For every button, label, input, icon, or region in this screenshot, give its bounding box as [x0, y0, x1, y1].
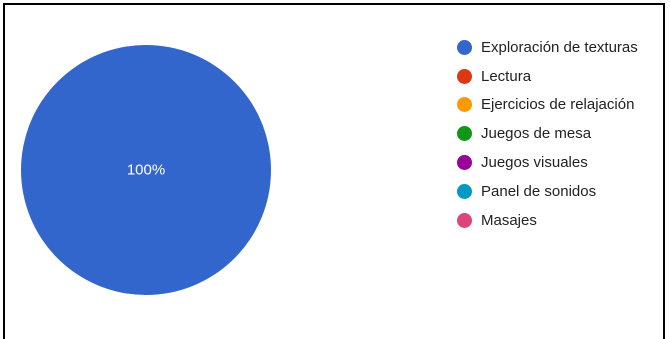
legend-item-5: Panel de sonidos	[457, 177, 638, 206]
legend-swatch	[457, 68, 472, 84]
legend-item-0: Exploración de texturas	[457, 33, 638, 62]
legend-swatch	[457, 97, 472, 113]
legend-item-3: Juegos de mesa	[457, 119, 638, 148]
legend-label: Ejercicios de relajación	[481, 96, 635, 114]
legend-swatch	[457, 155, 472, 171]
legend-item-6: Masajes	[457, 206, 638, 235]
pie-slices	[21, 45, 271, 295]
legend-item-1: Lectura	[457, 62, 638, 91]
legend-item-4: Juegos visuales	[457, 148, 638, 177]
legend-swatch	[457, 126, 472, 142]
chart-legend: Exploración de texturas Lectura Ejercicios…	[457, 33, 638, 235]
legend-label: Juegos visuales	[481, 154, 588, 172]
legend-item-2: Ejercicios de relajación	[457, 91, 638, 120]
legend-swatch	[457, 183, 472, 199]
pie-data-label-0: 100%	[127, 162, 165, 179]
legend-label: Masajes	[481, 211, 537, 229]
pie-slice-0	[21, 45, 271, 295]
legend-label: Lectura	[481, 67, 532, 85]
legend-label: Exploración de texturas	[481, 38, 638, 56]
pie-data-labels: 100%	[127, 162, 165, 179]
legend-swatch	[457, 39, 472, 55]
legend-label: Juegos de mesa	[481, 125, 592, 143]
legend-swatch	[457, 212, 472, 228]
legend-label: Panel de sonidos	[481, 182, 597, 200]
